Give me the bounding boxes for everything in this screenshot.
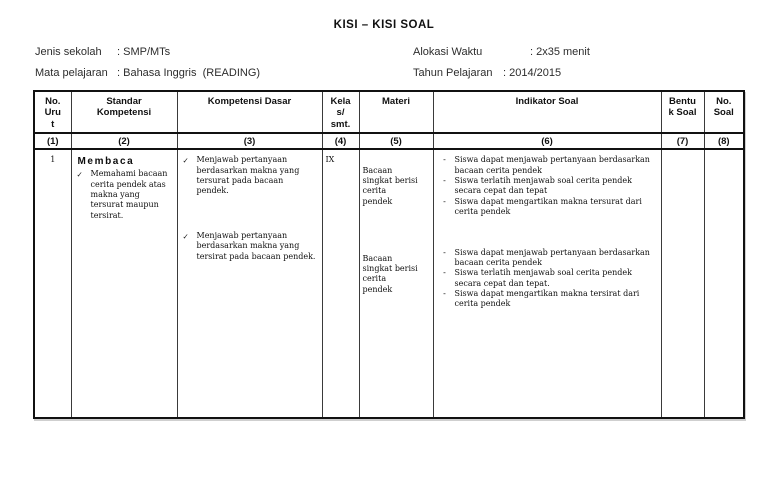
column-number-row: (1) (2) (3) (4) (5) (6) (7) (8) bbox=[33, 132, 745, 151]
col-header-materi: Materi bbox=[358, 90, 434, 135]
indikator-item: - Siswa dapat mengartikan makna tersirat… bbox=[437, 289, 658, 310]
dash-bullet-icon: - bbox=[443, 196, 446, 206]
meta-value-tahun-pelajaran: : 2014/2015 bbox=[503, 67, 562, 79]
cell-no-soal bbox=[703, 148, 745, 419]
cell-materi: Bacaan singkat berisi cerita pendek Baca… bbox=[358, 148, 434, 419]
dash-bullet-icon: - bbox=[443, 175, 446, 185]
kompetensi-dasar-text-2: Menjawab pertanyaan berdasarkan makna ya… bbox=[196, 230, 316, 261]
meta-value-jenis-sekolah: : SMP/MTs bbox=[117, 46, 171, 58]
dash-bullet-icon: - bbox=[443, 155, 446, 165]
meta-block-right: Alokasi Waktu : 2x35 menit Tahun Pelajar… bbox=[413, 46, 590, 88]
check-icon: ✓ bbox=[76, 170, 83, 180]
col-header-standar-kompetensi: Standar Kompetensi bbox=[70, 90, 178, 135]
indikator-item: - Siswa dapat menjawab pertanyaan berdas… bbox=[437, 155, 658, 176]
indikator-item: - Siswa dapat mengartikan makna tersurat… bbox=[437, 197, 658, 218]
meta-label-alokasi-waktu: Alokasi Waktu bbox=[413, 46, 483, 58]
indikator-text: Siswa dapat menjawab pertanyaan berdasar… bbox=[454, 155, 650, 175]
cell-kelas-smt: IX bbox=[321, 148, 360, 419]
col-number-2: (2) bbox=[70, 132, 178, 151]
col-header-bentuk-soal: Bentu k Soal bbox=[660, 90, 705, 135]
meta-value-mata-pelajaran: : Bahasa Inggris (READING) bbox=[117, 67, 261, 79]
col-number-1: (1) bbox=[33, 132, 72, 151]
meta-row-alokasi-waktu: Alokasi Waktu : 2x35 menit bbox=[413, 46, 590, 67]
indikator-text: Siswa dapat mengartikan makna tersirat d… bbox=[454, 289, 640, 309]
dash-bullet-icon: - bbox=[443, 268, 446, 278]
meta-value-alokasi-waktu: : 2x35 menit bbox=[530, 46, 590, 58]
meta-label-jenis-sekolah: Jenis sekolah bbox=[35, 46, 102, 58]
check-icon: ✓ bbox=[182, 156, 189, 166]
col-header-kelas-smt: Kela s/ smt. bbox=[321, 90, 360, 135]
cell-kompetensi-dasar: ✓ Menjawab pertanyaan berdasarkan makna … bbox=[176, 148, 323, 419]
meta-row-jenis-sekolah: Jenis sekolah : SMP/MTs bbox=[35, 46, 260, 67]
cell-no-urut: 1 bbox=[33, 148, 72, 419]
col-number-3: (3) bbox=[176, 132, 323, 151]
materi-block-2: Bacaan singkat berisi cerita pendek bbox=[362, 253, 418, 294]
indikator-group-2: - Siswa dapat menjawab pertanyaan berdas… bbox=[437, 248, 658, 310]
col-number-8: (8) bbox=[703, 132, 745, 151]
indikator-item: - Siswa dapat menjawab pertanyaan berdas… bbox=[437, 248, 658, 269]
indikator-item: - Siswa terlatih menjawab soal cerita pe… bbox=[437, 176, 658, 197]
kisi-kisi-table: No. Uru t Standar Kompetensi Kompetensi … bbox=[33, 90, 745, 420]
indikator-text: Siswa terlatih menjawab soal cerita pend… bbox=[454, 175, 633, 196]
dash-bullet-icon: - bbox=[443, 289, 446, 299]
kompetensi-dasar-item-1: ✓ Menjawab pertanyaan berdasarkan makna … bbox=[183, 155, 319, 197]
table-header-row: No. Uru t Standar Kompetensi Kompetensi … bbox=[33, 90, 745, 135]
cell-indikator-soal: - Siswa dapat menjawab pertanyaan berdas… bbox=[432, 148, 662, 419]
col-number-7: (7) bbox=[660, 132, 705, 151]
meta-label-mata-pelajaran: Mata pelajaran bbox=[35, 67, 108, 79]
standar-kompetensi-text: Memahami bacaan cerita pendek atas makna… bbox=[90, 169, 168, 220]
dash-bullet-icon: - bbox=[443, 247, 446, 257]
standar-kompetensi-item: ✓ Memahami bacaan cerita pendek atas mak… bbox=[77, 169, 174, 221]
check-icon: ✓ bbox=[182, 231, 189, 241]
cell-standar-kompetensi: Membaca ✓ Memahami bacaan cerita pendek … bbox=[70, 148, 178, 419]
col-header-no-soal: No. Soal bbox=[703, 90, 745, 135]
indikator-text: Siswa terlatih menjawab soal cerita pend… bbox=[454, 268, 633, 288]
col-header-indikator-soal: Indikator Soal bbox=[432, 90, 662, 135]
kompetensi-dasar-item-2: ✓ Menjawab pertanyaan berdasarkan makna … bbox=[183, 231, 319, 262]
col-number-4: (4) bbox=[321, 132, 360, 151]
indikator-item: - Siswa terlatih menjawab soal cerita pe… bbox=[437, 268, 658, 289]
meta-block-left: Jenis sekolah : SMP/MTs Mata pelajaran :… bbox=[35, 46, 260, 88]
page-title: KISI – KISI SOAL bbox=[333, 19, 435, 31]
col-header-kompetensi-dasar: Kompetensi Dasar bbox=[176, 90, 323, 135]
meta-label-tahun-pelajaran: Tahun Pelajaran bbox=[413, 67, 493, 79]
indikator-group-1: - Siswa dapat menjawab pertanyaan berdas… bbox=[437, 155, 658, 217]
meta-row-tahun-pelajaran: Tahun Pelajaran : 2014/2015 bbox=[413, 67, 590, 88]
kompetensi-dasar-text-1: Menjawab pertanyaan berdasarkan makna ya… bbox=[196, 155, 300, 196]
meta-row-mata-pelajaran: Mata pelajaran : Bahasa Inggris (READING… bbox=[35, 67, 260, 88]
col-header-no-urut: No. Uru t bbox=[33, 90, 72, 135]
materi-block-1: Bacaan singkat berisi cerita pendek bbox=[362, 165, 418, 206]
col-number-5: (5) bbox=[358, 132, 434, 151]
table-row: 1 Membaca ✓ Memahami bacaan cerita pende… bbox=[33, 148, 745, 419]
indikator-text: Siswa dapat menjawab pertanyaan berdasar… bbox=[454, 247, 650, 267]
cell-bentuk-soal bbox=[660, 148, 705, 419]
indikator-text: Siswa dapat mengartikan makna tersurat d… bbox=[454, 196, 642, 217]
standar-kompetensi-heading: Membaca bbox=[77, 156, 135, 168]
col-number-6: (6) bbox=[432, 132, 662, 151]
